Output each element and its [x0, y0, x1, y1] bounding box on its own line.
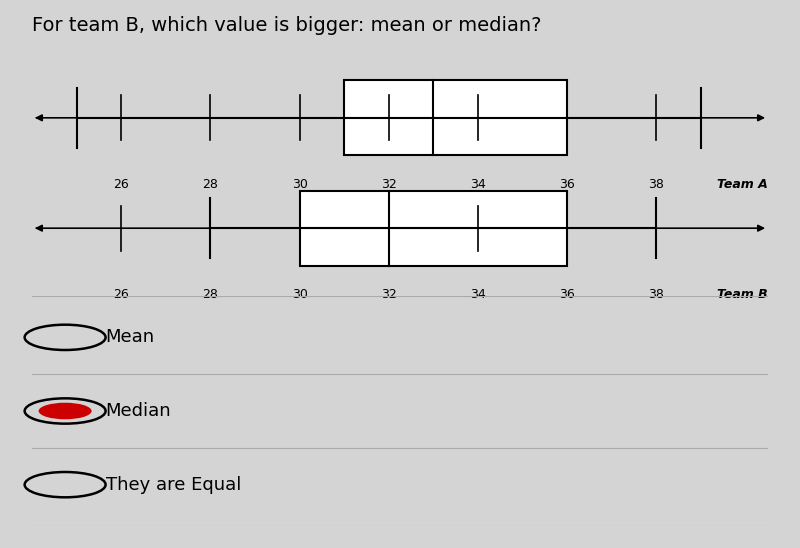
Text: 28: 28 [202, 178, 218, 191]
Circle shape [38, 403, 92, 419]
FancyBboxPatch shape [300, 191, 567, 266]
Text: 38: 38 [649, 288, 665, 301]
Text: 26: 26 [114, 288, 129, 301]
Text: 32: 32 [381, 178, 397, 191]
Text: 38: 38 [649, 178, 665, 191]
Text: 28: 28 [202, 288, 218, 301]
Text: Team A: Team A [718, 178, 768, 191]
Text: 36: 36 [559, 178, 575, 191]
Text: 34: 34 [470, 288, 486, 301]
Text: 30: 30 [292, 178, 307, 191]
Text: Mean: Mean [106, 328, 154, 346]
Text: 34: 34 [470, 178, 486, 191]
Text: 26: 26 [114, 178, 129, 191]
Text: They are Equal: They are Equal [106, 476, 241, 494]
Text: 30: 30 [292, 288, 307, 301]
FancyBboxPatch shape [344, 81, 567, 155]
Text: Team B: Team B [718, 288, 768, 301]
Text: Median: Median [106, 402, 171, 420]
Text: For team B, which value is bigger: mean or median?: For team B, which value is bigger: mean … [32, 16, 542, 36]
Text: 32: 32 [381, 288, 397, 301]
Text: 36: 36 [559, 288, 575, 301]
